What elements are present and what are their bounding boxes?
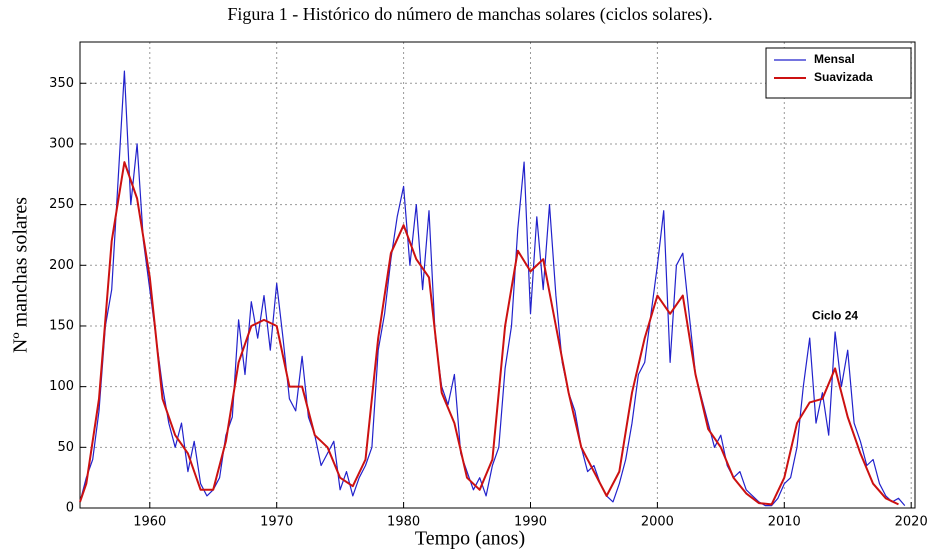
y-tick-label: 0 — [66, 501, 74, 516]
x-tick-label: 2020 — [895, 515, 928, 530]
x-tick-label: 1960 — [133, 515, 166, 530]
x-tick-label: 2010 — [768, 515, 801, 530]
y-axis-label: Nº manchas solares — [10, 197, 32, 353]
annotation: Ciclo 24 — [812, 308, 858, 322]
x-tick-label: 1970 — [260, 515, 293, 530]
legend-label: Mensal — [814, 52, 855, 66]
y-tick-label: 250 — [49, 197, 74, 212]
series-line — [79, 161, 899, 506]
y-tick-label: 350 — [49, 76, 74, 91]
x-tick-label: 2000 — [641, 515, 674, 530]
x-tick-label: 1980 — [387, 515, 420, 530]
y-tick-label: 100 — [49, 379, 74, 394]
x-axis-label: Tempo (anos) — [415, 528, 525, 550]
legend-label: Suavizada — [814, 70, 873, 84]
series-line — [79, 70, 906, 507]
y-tick-label: 50 — [57, 440, 74, 455]
y-tick-label: 150 — [49, 318, 74, 333]
y-tick-label: 300 — [49, 136, 74, 151]
chart-title: Figura 1 - Histórico do número de mancha… — [227, 4, 712, 25]
x-tick-label: 1990 — [514, 515, 547, 530]
y-tick-label: 200 — [49, 258, 74, 273]
plot-frame — [79, 41, 916, 509]
legend-box — [765, 47, 912, 99]
